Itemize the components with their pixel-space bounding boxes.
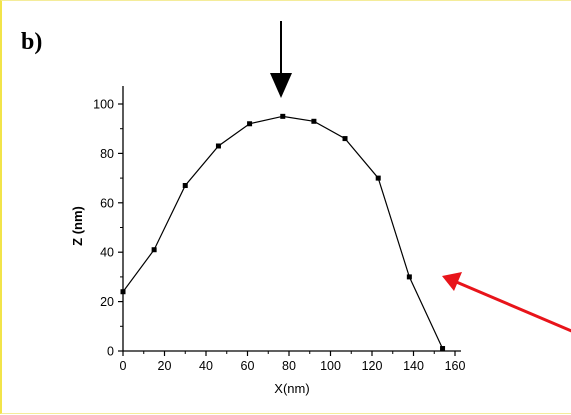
down-arrow-icon <box>270 21 292 98</box>
x-axis-title: X(nm) <box>274 381 309 396</box>
x-tick-label: 120 <box>362 359 383 373</box>
data-point <box>440 346 446 352</box>
y-tick-label: 100 <box>93 98 114 112</box>
x-tick-label: 140 <box>403 359 424 373</box>
panel-label: b) <box>21 29 43 55</box>
x-tick-label: 160 <box>445 359 466 373</box>
data-point <box>120 289 126 295</box>
data-point <box>375 175 381 181</box>
y-ticks: 0 20 40 60 80 100 <box>93 98 123 359</box>
data-point <box>215 143 221 149</box>
data-point <box>406 274 412 280</box>
x-tick-label: 100 <box>320 359 341 373</box>
data-point <box>311 118 317 124</box>
data-point <box>280 113 286 119</box>
red-arrow-icon <box>442 272 571 333</box>
y-tick-label: 40 <box>100 246 114 260</box>
data-point <box>247 121 253 127</box>
data-point <box>151 247 157 253</box>
x-tick-label: 40 <box>199 359 213 373</box>
x-tick-label: 60 <box>241 359 255 373</box>
y-axis-title: Z (nm) <box>70 206 85 246</box>
x-tick-label: 80 <box>282 359 296 373</box>
x-tick-label: 0 <box>120 359 127 373</box>
x-tick-label: 20 <box>158 359 172 373</box>
y-tick-label: 60 <box>100 196 114 210</box>
data-point <box>342 136 348 142</box>
x-ticks: 0 20 40 60 80 100 120 140 160 <box>120 351 466 373</box>
series-points <box>120 113 446 352</box>
series-line <box>122 115 444 349</box>
y-tick-label: 20 <box>100 295 114 309</box>
y-tick-label: 0 <box>107 345 114 359</box>
data-point <box>182 183 188 189</box>
y-tick-label: 80 <box>100 147 114 161</box>
